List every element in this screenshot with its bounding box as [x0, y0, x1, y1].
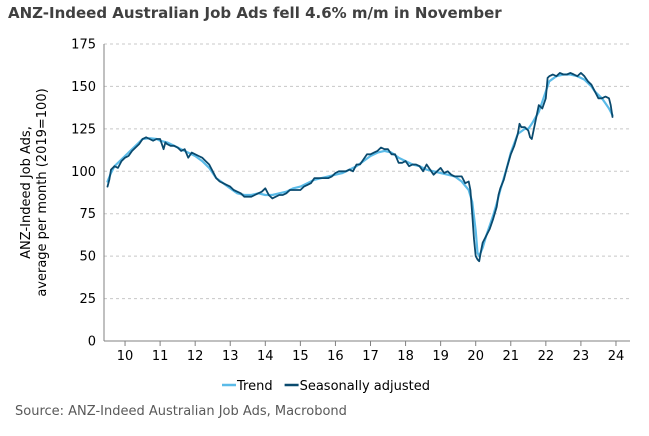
legend-label-trend: Trend: [236, 379, 273, 394]
y-axis-title-line-1: ANZ-Indeed Job Ads,: [19, 126, 34, 259]
y-tick-label-175: 175: [71, 38, 96, 53]
x-tick-label-11: 11: [152, 349, 169, 364]
legend: Trend Seasonally adjusted: [222, 379, 430, 394]
legend-label-seasonally-adjusted: Seasonally adjusted: [300, 379, 430, 394]
x-tick-label-18: 18: [397, 349, 414, 364]
y-tick-label-75: 75: [79, 207, 96, 222]
chart-title: ANZ-Indeed Australian Job Ads fell 4.6% …: [8, 4, 502, 22]
x-tick-label-12: 12: [187, 349, 204, 364]
y-tick-label-150: 150: [71, 80, 96, 95]
x-tick-label-22: 22: [538, 349, 555, 364]
x-tick-label-14: 14: [257, 349, 274, 364]
series-line-trend: [106, 73, 614, 258]
y-axis-title: ANZ-Indeed Job Ads, average per month (20…: [19, 88, 50, 296]
y-axis-title-line-2: average per month (2019=100): [35, 88, 50, 296]
x-tick-label-10: 10: [117, 349, 134, 364]
x-tick-label-21: 21: [502, 349, 519, 364]
y-tick-label-0: 0: [88, 335, 96, 350]
y-tick-label-100: 100: [71, 165, 96, 180]
x-tick-label-16: 16: [327, 349, 344, 364]
y-tick-label-50: 50: [79, 250, 96, 265]
y-tick-label-25: 25: [79, 292, 96, 307]
series-line-seasonally-adjusted: [106, 72, 614, 263]
x-tick-label-19: 19: [432, 349, 449, 364]
x-tick-label-24: 24: [608, 349, 625, 364]
x-tick-label-13: 13: [222, 349, 239, 364]
y-tick-label-125: 125: [71, 122, 96, 137]
x-tick-label-20: 20: [467, 349, 484, 364]
source-note: Source: ANZ-Indeed Australian Job Ads, M…: [15, 404, 347, 419]
x-tick-label-23: 23: [573, 349, 590, 364]
x-tick-label-17: 17: [362, 349, 379, 364]
x-tick-label-15: 15: [292, 349, 309, 364]
